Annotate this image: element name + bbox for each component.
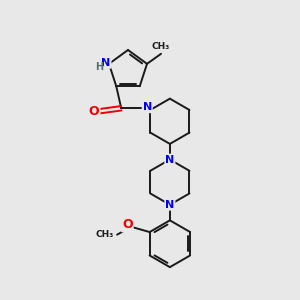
Text: N: N bbox=[165, 200, 175, 210]
Text: O: O bbox=[122, 218, 133, 231]
Text: N: N bbox=[142, 102, 152, 112]
Text: CH₃: CH₃ bbox=[96, 230, 114, 239]
Text: CH₃: CH₃ bbox=[152, 42, 170, 51]
Text: O: O bbox=[89, 105, 100, 118]
Text: H: H bbox=[95, 62, 103, 72]
Text: N: N bbox=[101, 58, 111, 68]
Text: N: N bbox=[165, 154, 175, 164]
